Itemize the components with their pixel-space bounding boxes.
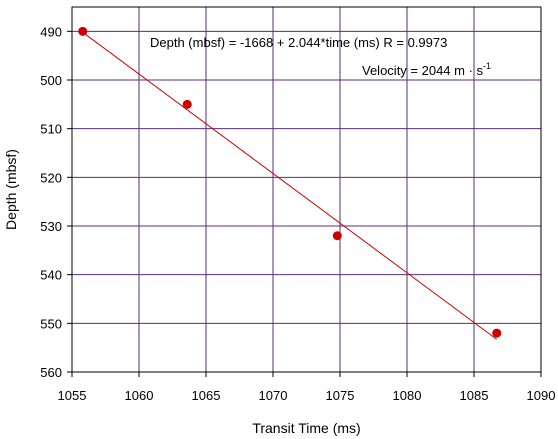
velocity-annotation: Velocity = 2044 m · s-1 <box>362 61 491 78</box>
y-tick-label: 530 <box>40 219 62 234</box>
velocity-text: Velocity = 2044 m · s <box>362 63 484 78</box>
x-tick-label: 1080 <box>393 388 422 403</box>
y-tick-label: 500 <box>40 73 62 88</box>
y-tick-label: 550 <box>40 316 62 331</box>
data-point <box>492 328 502 338</box>
x-tick-label: 1075 <box>326 388 355 403</box>
velocity-exponent: -1 <box>483 61 491 71</box>
x-tick-label: 1070 <box>259 388 288 403</box>
axis-ticks: 1055 1060 1065 1070 1075 1080 1085 1090 490 500 51… <box>40 24 555 403</box>
data-points <box>78 26 502 338</box>
y-axis-title: Depth (mbsf) <box>3 149 19 230</box>
y-tick-label: 510 <box>40 122 62 137</box>
grid <box>72 7 541 373</box>
fit-line-group <box>82 31 498 340</box>
x-tick-label: 1055 <box>58 388 87 403</box>
fit-line <box>82 31 498 340</box>
plot-frame <box>71 6 542 373</box>
equation-annotation: Depth (mbsf) = -1668 + 2.044*time (ms) R… <box>150 35 447 50</box>
x-tick-label: 1060 <box>125 388 154 403</box>
x-tick-label: 1085 <box>460 388 489 403</box>
y-tick-label: 520 <box>40 170 62 185</box>
y-tick-label: 540 <box>40 268 62 283</box>
y-tick-label: 490 <box>40 24 62 39</box>
x-tick-label: 1090 <box>527 388 556 403</box>
y-tick-label: 560 <box>40 365 62 380</box>
x-tick-label: 1065 <box>192 388 221 403</box>
x-axis-title: Transit Time (ms) <box>252 420 360 436</box>
data-point <box>182 99 192 109</box>
data-point <box>332 231 342 241</box>
data-point <box>78 26 88 36</box>
